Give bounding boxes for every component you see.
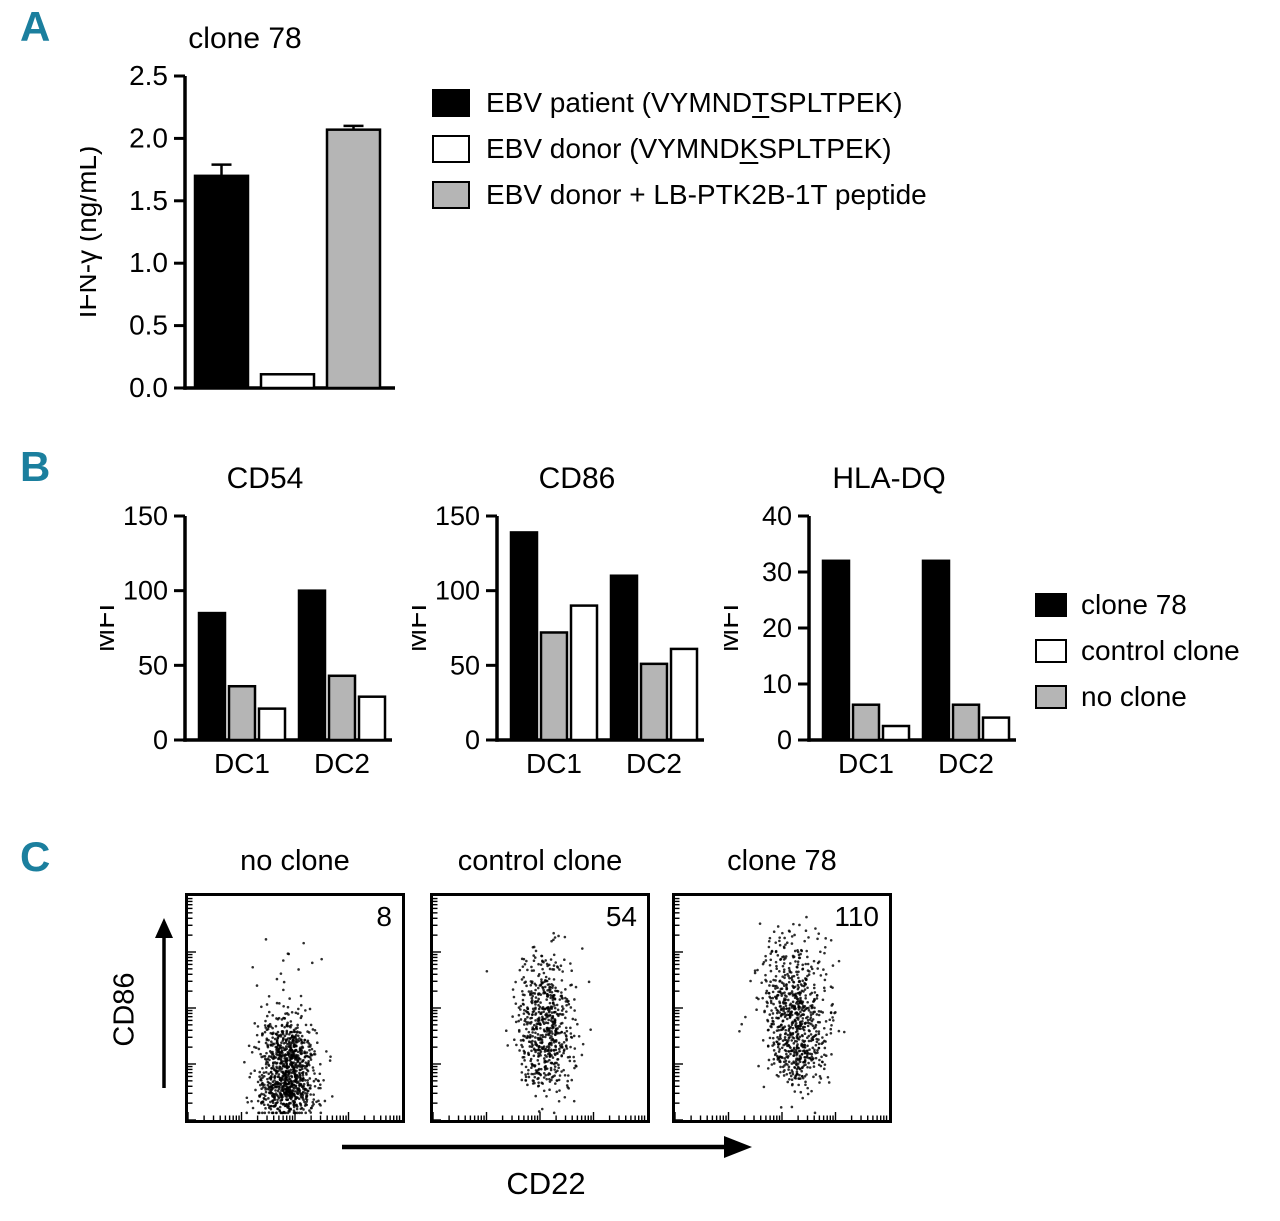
flow-scatter-clone-78 xyxy=(675,897,888,1120)
legend-label-clone-78: clone 78 xyxy=(1081,589,1187,620)
ifn-gamma-bar-chart: 0.0 0.5 1.0 1.5 2.0 2.5 IFN-γ (ng/mL) xyxy=(80,60,395,403)
svg-text:150: 150 xyxy=(435,501,480,531)
legend-item-no-clone: no clone xyxy=(1035,674,1240,720)
panel-c-label: C xyxy=(20,833,51,880)
svg-text:MFI: MFI xyxy=(412,604,432,652)
svg-text:DC2: DC2 xyxy=(938,748,994,779)
svg-text:0.5: 0.5 xyxy=(129,310,168,341)
svg-text:2.5: 2.5 xyxy=(129,60,168,91)
legend-label-ebv-donor: EBV donor (VYMNDKSPLTPEK) xyxy=(486,133,892,164)
legend-swatch-white xyxy=(1035,639,1067,663)
gate-count-clone-78: 110 xyxy=(834,901,879,932)
cd86-bar-chart: CD86 0 50 100 150 MFI DC1 DC2 xyxy=(412,462,704,779)
flow-title-clone-78: clone 78 xyxy=(727,845,837,877)
hla-dq-bar-chart: HLA-DQ 0 10 20 30 40 MFI DC1 DC2 xyxy=(724,462,1016,779)
legend-label-ebv-patient: EBV patient (VYMNDTSPLTPEK) xyxy=(486,87,903,118)
svg-text:DC2: DC2 xyxy=(314,748,370,779)
flow-scatter-control-clone xyxy=(433,897,646,1120)
cd22-axis-arrow xyxy=(342,1136,752,1158)
panel-b-legend: clone 78 control clone no clone xyxy=(1035,582,1240,720)
gate-count-control-clone: 54 xyxy=(605,901,637,932)
svg-text:100: 100 xyxy=(123,576,168,606)
flow-title-control-clone: control clone xyxy=(457,845,623,877)
svg-text:DC1: DC1 xyxy=(526,748,582,779)
svg-text:MFI: MFI xyxy=(100,604,120,652)
flow-title-no-clone: no clone xyxy=(240,845,350,877)
panel-a-legend: EBV patient (VYMNDTSPLTPEK) EBV donor (V… xyxy=(432,80,927,218)
svg-text:30: 30 xyxy=(762,557,792,587)
svg-text:0.0: 0.0 xyxy=(129,372,168,403)
legend-swatch-black xyxy=(1035,593,1067,617)
svg-text:CD86: CD86 xyxy=(539,462,616,495)
legend-item-ebv-donor-peptide: EBV donor + LB-PTK2B-1T peptide xyxy=(432,172,927,218)
legend-label-ebv-donor-peptide: EBV donor + LB-PTK2B-1T peptide xyxy=(486,179,927,210)
svg-text:150: 150 xyxy=(123,501,168,531)
svg-text:1.0: 1.0 xyxy=(129,247,168,278)
svg-text:1.5: 1.5 xyxy=(129,185,168,216)
flow-plot-no-clone: 8 xyxy=(185,893,405,1123)
panel-a-label: A xyxy=(20,3,51,50)
legend-item-control-clone: control clone xyxy=(1035,628,1240,674)
legend-label-no-clone: no clone xyxy=(1081,681,1187,712)
panel-a-chart-title: clone 78 xyxy=(188,22,302,55)
panel-b-label: B xyxy=(20,443,51,490)
svg-text:DC1: DC1 xyxy=(214,748,270,779)
gate-count-no-clone: 8 xyxy=(376,901,392,932)
svg-text:40: 40 xyxy=(762,501,792,531)
svg-text:0: 0 xyxy=(153,725,168,755)
svg-text:50: 50 xyxy=(450,650,480,680)
legend-swatch-gray xyxy=(432,181,470,209)
svg-text:DC1: DC1 xyxy=(838,748,894,779)
svg-text:DC2: DC2 xyxy=(626,748,682,779)
svg-text:20: 20 xyxy=(762,613,792,643)
svg-text:0: 0 xyxy=(465,725,480,755)
legend-swatch-gray xyxy=(1035,685,1067,709)
legend-swatch-white xyxy=(432,135,470,163)
svg-text:HLA-DQ: HLA-DQ xyxy=(832,462,945,495)
legend-item-clone-78: clone 78 xyxy=(1035,582,1240,628)
legend-label-control-clone: control clone xyxy=(1081,635,1240,666)
svg-text:50: 50 xyxy=(138,650,168,680)
flow-plot-clone-78: 110 xyxy=(672,893,892,1123)
legend-swatch-black xyxy=(432,89,470,117)
legend-item-ebv-donor: EBV donor (VYMNDKSPLTPEK) xyxy=(432,126,927,172)
cd86-axis-label: CD86 xyxy=(108,972,141,1047)
svg-text:100: 100 xyxy=(435,576,480,606)
svg-text:10: 10 xyxy=(762,669,792,699)
svg-text:IFN-γ (ng/mL): IFN-γ (ng/mL) xyxy=(80,146,102,319)
flow-scatter-no-clone xyxy=(188,897,401,1120)
cd54-bar-chart: CD54 0 50 100 150 MFI DC1 DC2 xyxy=(100,462,392,779)
svg-text:0: 0 xyxy=(777,725,792,755)
svg-text:2.0: 2.0 xyxy=(129,122,168,153)
cd86-axis-arrow xyxy=(155,918,173,1088)
flow-plot-control-clone: 54 xyxy=(430,893,650,1123)
cd22-axis-label: CD22 xyxy=(506,1166,586,1201)
legend-item-ebv-patient: EBV patient (VYMNDTSPLTPEK) xyxy=(432,80,927,126)
svg-text:MFI: MFI xyxy=(724,604,744,652)
svg-text:CD54: CD54 xyxy=(227,462,304,495)
